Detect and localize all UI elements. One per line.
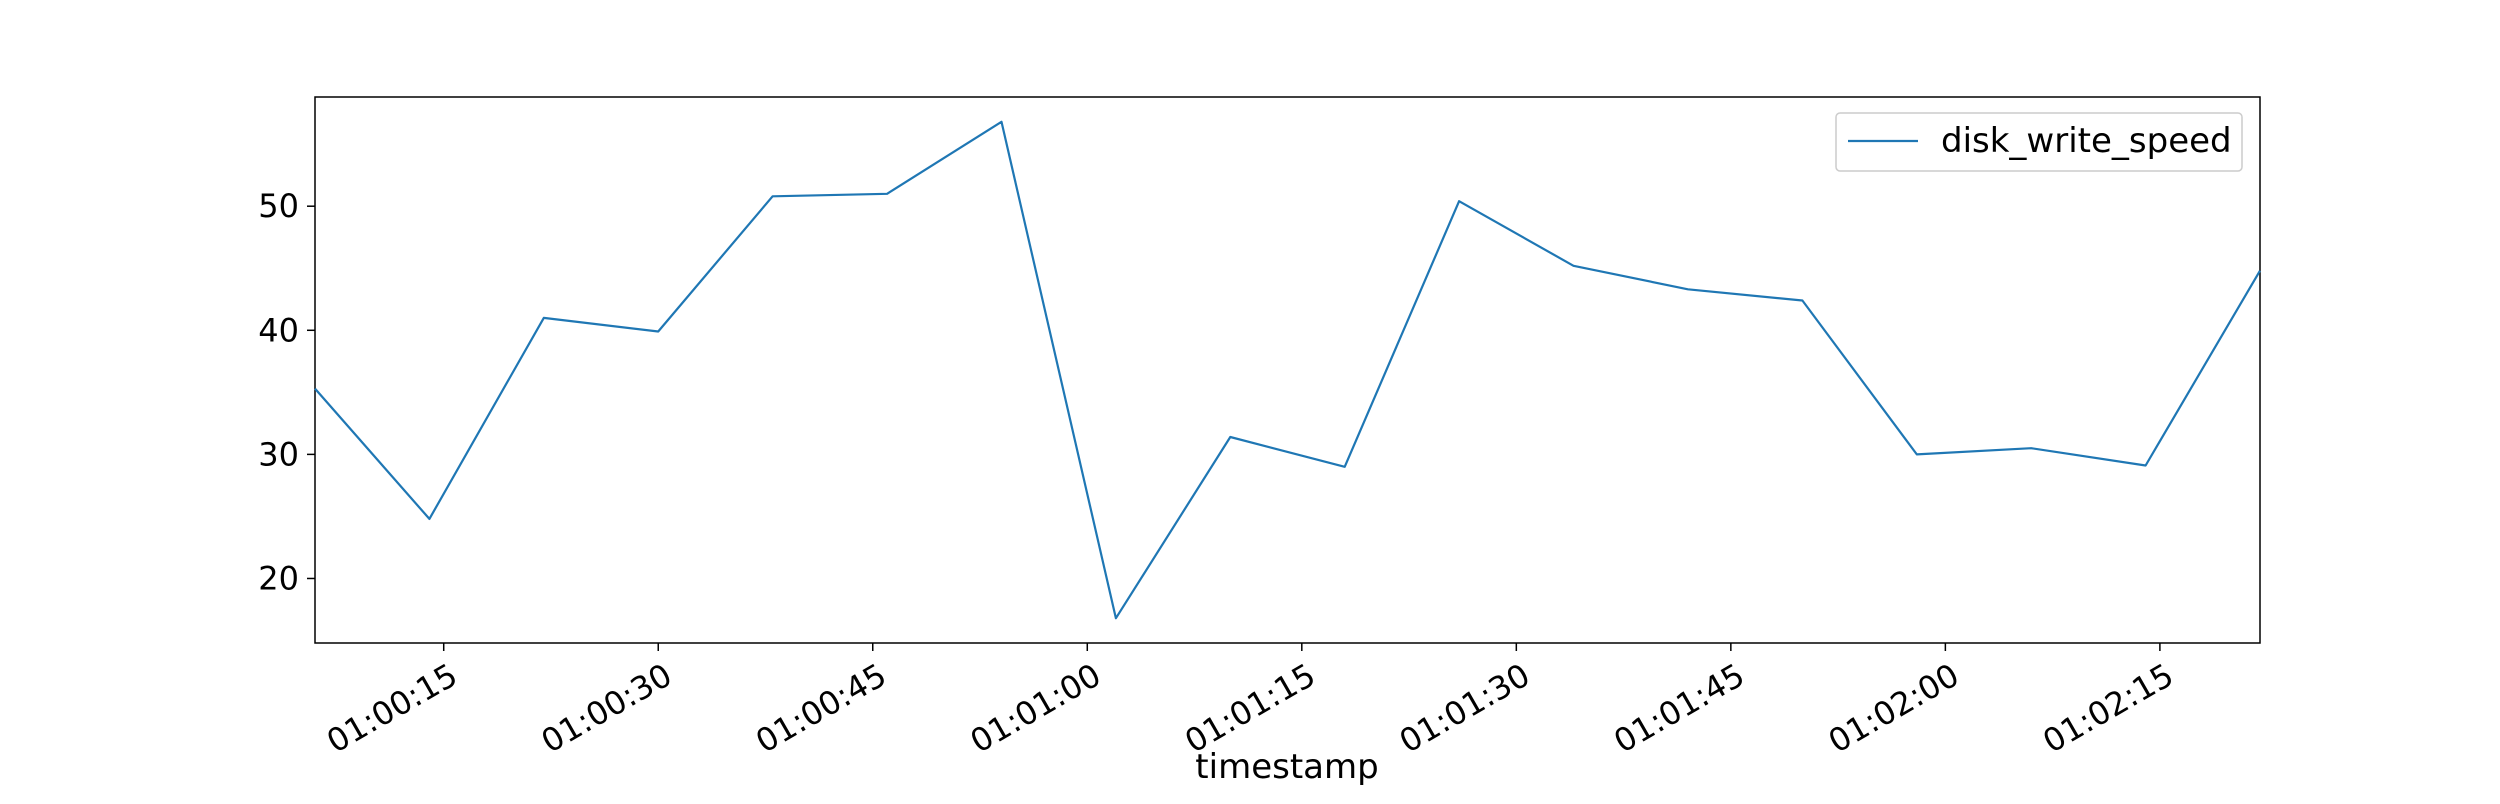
series-line-disk-write-speed	[314, 120, 2261, 620]
y-tick-label: 40	[258, 311, 299, 349]
x-tick-label: 01:00:30	[535, 656, 678, 761]
x-axis-ticks: 01:00:15 01:00:30 01:00:45 01:01:00 01:01:15…	[320, 643, 2180, 761]
y-tick-label: 20	[258, 559, 299, 597]
plot-area-frame	[314, 96, 2261, 644]
x-tick-label: 01:00:45	[749, 656, 892, 761]
y-tick-label: 30	[258, 435, 299, 473]
x-tick-label: 01:02:15	[2036, 656, 2179, 761]
x-tick-label: 01:01:15	[1178, 656, 1321, 761]
x-tick-label: 01:01:45	[1607, 656, 1750, 761]
y-tick-label: 50	[258, 187, 299, 225]
legend-label: disk_write_speed	[1941, 121, 2232, 161]
y-axis-ticks: 20 30 40 50	[258, 187, 315, 597]
x-tick-label: 01:01:30	[1393, 656, 1536, 761]
x-tick-label: 01:00:15	[320, 656, 463, 761]
legend-box	[1835, 112, 2243, 172]
x-axis-label: timestamp	[1195, 747, 1378, 787]
legend: disk_write_speed	[1835, 112, 2243, 172]
x-tick-label: 01:02:00	[1822, 656, 1965, 761]
x-tick-label: 01:01:00	[964, 656, 1107, 761]
